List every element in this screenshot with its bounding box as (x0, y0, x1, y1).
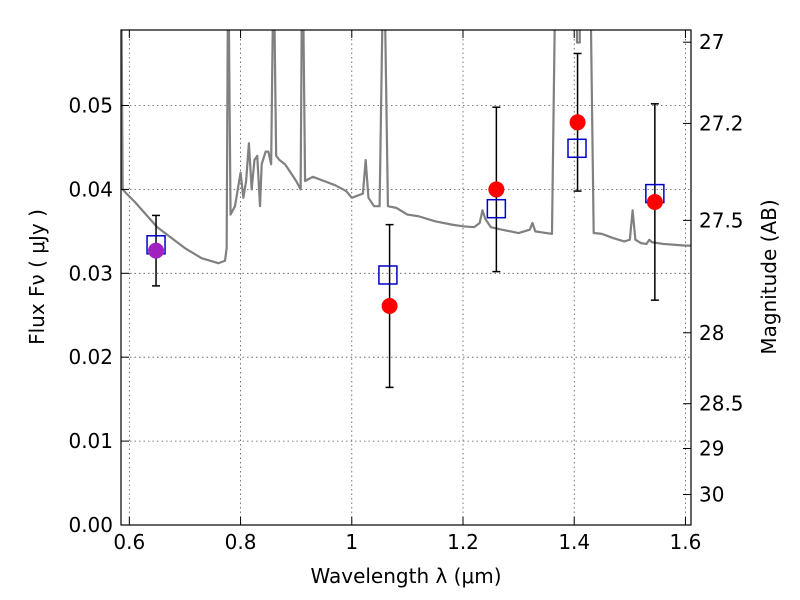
model-spectrum-layer (121, 30, 691, 265)
magnitude-axis-label: Magnitude (AB) (757, 199, 781, 354)
observed-point (488, 181, 505, 198)
x-axis-label: Wavelength λ (μm) (310, 564, 501, 588)
observed-point (148, 242, 165, 259)
y-tick-label: 0.04 (68, 177, 113, 201)
magnitude-tick-label: 27.5 (699, 208, 744, 232)
y-tick-label: 0.00 (68, 513, 113, 537)
magnitude-tick-label: 27 (699, 30, 724, 54)
magnitude-axis-ticks: 27 27.2 27.5 28 28.5 29 30 (683, 30, 744, 507)
y-tick-label: 0.05 (68, 94, 113, 118)
magnitude-tick-label: 27.2 (699, 111, 744, 135)
observed-points (148, 114, 663, 315)
y-tick-label: 0.02 (68, 345, 113, 369)
x-tick-label: 1 (345, 530, 358, 554)
x-tick-label: 0.6 (113, 530, 145, 554)
magnitude-tick-label: 29 (699, 436, 724, 460)
model-point (378, 265, 398, 285)
x-tick-label: 0.8 (225, 530, 257, 554)
x-tick-label: 1.2 (447, 530, 479, 554)
magnitude-tick-label: 28.5 (699, 392, 744, 416)
x-tick-label: 1.6 (670, 530, 702, 554)
y-axis-label: Flux Fν ( μJy ) (25, 209, 49, 345)
y-tick-label: 0.03 (68, 261, 113, 285)
model-point (486, 198, 507, 219)
observed-point (646, 193, 663, 210)
observed-point (381, 298, 398, 315)
model-spectrum-line (121, 30, 691, 265)
x-tick-label: 1.4 (558, 530, 590, 554)
plot-area (121, 30, 691, 525)
x-axis-ticks: 0.6 0.8 1 1.2 1.4 1.6 (113, 30, 701, 554)
model-point (567, 138, 587, 159)
y-axis-ticks: 0.00 0.01 0.02 0.03 0.04 0.05 (68, 94, 129, 537)
plot-frame (120, 29, 692, 526)
magnitude-tick-label: 30 (699, 483, 724, 507)
y-tick-label: 0.01 (68, 429, 113, 453)
observed-point (569, 114, 586, 131)
magnitude-tick-label: 28 (699, 321, 724, 345)
